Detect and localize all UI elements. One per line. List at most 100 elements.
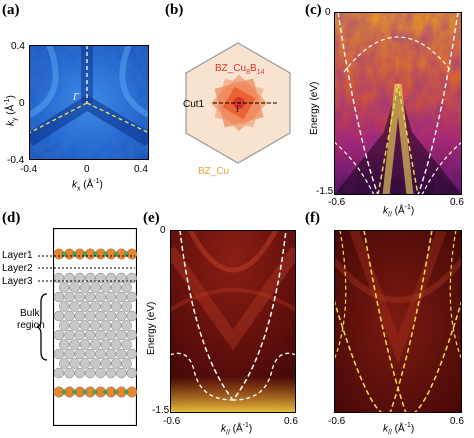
bulk-atom bbox=[79, 320, 91, 331]
bulk-atom bbox=[84, 310, 96, 322]
panel-f-calculated-spectrum bbox=[334, 230, 462, 413]
bulk-atom bbox=[126, 272, 137, 284]
panel-c-ytick: -1.5 bbox=[316, 186, 334, 197]
bulk-atom bbox=[69, 320, 80, 331]
panel-b-label: (b) bbox=[165, 2, 184, 18]
bulk-atom bbox=[53, 291, 65, 303]
bulk-atom bbox=[74, 310, 86, 322]
bulk-atom bbox=[105, 348, 117, 360]
bulk-atom bbox=[90, 282, 101, 293]
bulk-atom bbox=[95, 367, 106, 379]
dopant-atom bbox=[92, 389, 98, 395]
bulk-atom bbox=[121, 320, 132, 331]
bulk-atom bbox=[110, 301, 122, 312]
panel-c-ytick: 0 bbox=[325, 7, 331, 18]
bulk-atom bbox=[74, 367, 86, 379]
bulk-atom bbox=[58, 282, 70, 293]
bulk-atom bbox=[100, 320, 112, 331]
panel-a-ytick: 0 bbox=[19, 98, 25, 109]
panel-d-label: (d) bbox=[2, 210, 21, 226]
bulk-atom bbox=[79, 301, 91, 312]
bulk-atom bbox=[95, 310, 106, 322]
panel-a-fermi-surface-map bbox=[29, 45, 149, 160]
panel-f-xtick: 0.6 bbox=[450, 416, 464, 427]
bulk-atom bbox=[95, 329, 106, 341]
bulk-atom bbox=[53, 329, 65, 341]
panel-c-xlabel: k// (Å-1) bbox=[383, 204, 415, 219]
bulk-atom bbox=[58, 301, 70, 312]
bulk-atom bbox=[84, 291, 96, 303]
panel-a-label: (a) bbox=[2, 2, 20, 18]
bulk-atom bbox=[90, 301, 101, 312]
bulk-atom bbox=[69, 282, 80, 293]
panel-a-ytick: -0.4 bbox=[7, 155, 25, 166]
panel-f-xlabel: k// (Å-1) bbox=[383, 422, 415, 437]
bulk-atom bbox=[58, 358, 70, 369]
bulk-atom bbox=[126, 329, 137, 341]
panel-b-brillouin-zone bbox=[185, 42, 291, 164]
bulk-atom bbox=[105, 310, 117, 322]
dopant-atom bbox=[61, 389, 67, 395]
bulk-atom bbox=[69, 339, 80, 350]
bulk-atom bbox=[126, 291, 137, 303]
bulk-atom bbox=[116, 329, 127, 341]
panel-b-inner-bz-label: BZ_Cu8B14 bbox=[215, 63, 265, 76]
bulk-atom bbox=[64, 291, 75, 303]
panel-d-layer-dotted-lines bbox=[38, 255, 135, 282]
bulk-atom bbox=[53, 272, 65, 284]
bulk-atom bbox=[90, 339, 101, 350]
dopant-atom bbox=[103, 389, 109, 395]
panel-b-cut-label: Cut1 bbox=[183, 99, 205, 110]
dopant-atom bbox=[123, 389, 129, 395]
panel-c-ylabel: Energy (eV) bbox=[309, 81, 320, 135]
bulk-atom bbox=[100, 282, 112, 293]
bulk-atom bbox=[90, 320, 101, 331]
bulk-atom bbox=[100, 339, 112, 350]
panel-f-xtick: -0.6 bbox=[328, 416, 346, 427]
panel-e-ylabel: Energy (eV) bbox=[146, 301, 157, 355]
bulk-atom bbox=[64, 310, 75, 322]
bulk-atom bbox=[74, 329, 86, 341]
panel-e-xtick: 0.6 bbox=[284, 416, 298, 427]
panel-a-xtick: 0 bbox=[84, 164, 90, 175]
panel-a-xlabel: kx (Å-1) bbox=[72, 178, 103, 193]
bulk-atom bbox=[105, 291, 117, 303]
panel-d-slab-structure bbox=[53, 228, 137, 426]
panel-b-outer-bz-label: BZ_Cu bbox=[198, 166, 230, 177]
bulk-atom bbox=[64, 348, 75, 360]
bulk-atom bbox=[110, 358, 122, 369]
bulk-atom bbox=[126, 348, 137, 360]
bulk-atom bbox=[90, 358, 101, 369]
bulk-atom bbox=[105, 367, 117, 379]
panel-c-xtick: -0.6 bbox=[328, 197, 346, 208]
bulk-atom bbox=[110, 282, 122, 293]
panel-c-label: (c) bbox=[305, 2, 322, 18]
bulk-atom bbox=[105, 329, 117, 341]
bulk-atom bbox=[74, 291, 86, 303]
bulk-atom bbox=[64, 329, 75, 341]
bulk-atom bbox=[100, 358, 112, 369]
panel-a-xtick: 0.4 bbox=[134, 164, 148, 175]
bulk-atom bbox=[84, 329, 96, 341]
bulk-atom bbox=[95, 348, 106, 360]
bulk-atom bbox=[116, 348, 127, 360]
panel-e-ytick: -1.5 bbox=[152, 405, 170, 416]
panel-d-layer3-label: Layer3 bbox=[2, 276, 33, 287]
dopant-atom bbox=[71, 389, 77, 395]
panel-d-layer1-label: Layer1 bbox=[2, 250, 33, 261]
bulk-atom bbox=[79, 358, 91, 369]
bulk-atom bbox=[121, 282, 132, 293]
bulk-atom bbox=[116, 291, 127, 303]
bulk-atom bbox=[69, 358, 80, 369]
bulk-atom bbox=[84, 367, 96, 379]
dopant-atom bbox=[103, 251, 109, 257]
panel-f-label: (f) bbox=[305, 210, 320, 226]
bulk-atom bbox=[53, 348, 65, 360]
bulk-atom bbox=[110, 339, 122, 350]
bulk-atom bbox=[58, 339, 70, 350]
panel-d-bulk-brace bbox=[37, 293, 48, 361]
bulk-atom bbox=[105, 272, 117, 284]
bulk-atom bbox=[53, 310, 65, 322]
bulk-atom bbox=[110, 320, 122, 331]
